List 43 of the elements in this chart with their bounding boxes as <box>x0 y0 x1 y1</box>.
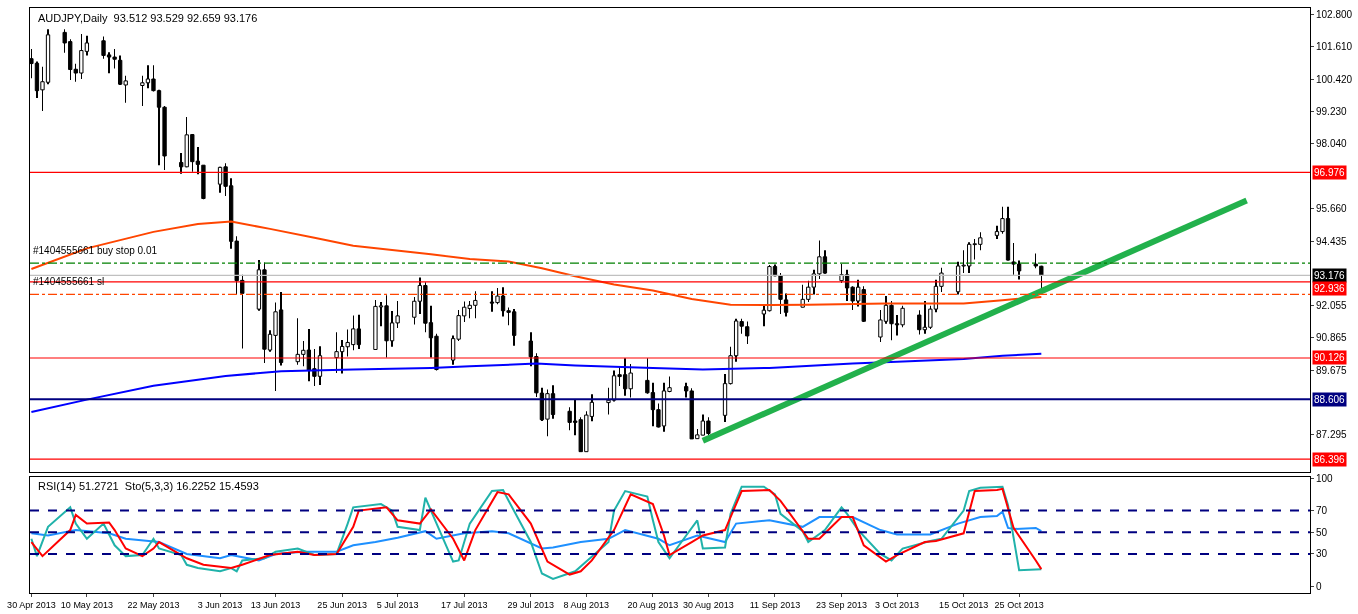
x-tick-label: 22 May 2013 <box>127 599 180 610</box>
ref-line-label: 88.606 <box>1314 394 1346 405</box>
x-tick-label: 5 Jul 2013 <box>376 599 419 610</box>
y-tick-label: 95.660 <box>1316 202 1348 214</box>
y-tick-label: 89.675 <box>1316 364 1348 376</box>
y-tick-label: 100.420 <box>1316 73 1353 85</box>
x-tick-label: 29 Jul 2013 <box>507 599 555 610</box>
ref-line-label: 93.176 <box>1314 270 1346 281</box>
x-tick-label: 30 Apr 2013 <box>7 599 56 610</box>
chart-title: AUDJPY,Daily 93.512 93.529 92.659 93.176 <box>38 12 258 24</box>
y-tick-label: 70 <box>1316 505 1328 517</box>
x-tick-label: 11 Sep 2013 <box>749 599 801 610</box>
x-tick-label: 10 May 2013 <box>60 599 113 610</box>
ref-line-label: 96.976 <box>1314 167 1346 178</box>
line-series <box>30 510 1043 562</box>
chart-title: RSI(14) 51.2721 Sto(5,3,3) 16.2252 15.4593 <box>38 480 259 492</box>
x-tick-label: 17 Jul 2013 <box>440 599 488 610</box>
x-tick-label: 23 Sep 2013 <box>816 599 868 610</box>
y-tick-label: 99.230 <box>1316 105 1348 117</box>
y-tick-label: 92.055 <box>1316 300 1348 312</box>
y-tick-label: 100 <box>1316 472 1334 484</box>
ref-line-label: 90.126 <box>1314 352 1346 363</box>
y-tick-label: 98.040 <box>1316 138 1348 150</box>
y-tick-label: 30 <box>1316 548 1328 560</box>
x-tick-label: 3 Jun 2013 <box>197 599 243 610</box>
line-series <box>30 352 1043 414</box>
y-tick-label: 101.610 <box>1316 41 1353 53</box>
x-tick-label: 20 Aug 2013 <box>627 599 679 610</box>
ref-line-label: 92.936 <box>1314 283 1346 294</box>
x-tick-label: 30 Aug 2013 <box>683 599 734 610</box>
y-tick-label: 87.295 <box>1316 429 1348 441</box>
y-tick-label: 0 <box>1316 581 1322 592</box>
x-tick-label: 3 Oct 2013 <box>875 599 920 610</box>
x-tick-label: 8 Aug 2013 <box>563 599 610 610</box>
x-tick-label: 25 Oct 2013 <box>994 599 1044 610</box>
x-tick-label: 25 Jun 2013 <box>317 599 367 610</box>
y-tick-label: 94.435 <box>1316 235 1348 247</box>
y-tick-label: 50 <box>1316 526 1328 538</box>
x-tick-label: 13 Jun 2013 <box>250 599 301 610</box>
y-tick-label: 90.865 <box>1316 332 1348 344</box>
ref-line-label: 86.396 <box>1314 454 1346 465</box>
y-tick-label: 102.800 <box>1316 9 1353 20</box>
x-tick-label: 15 Oct 2013 <box>939 599 989 610</box>
